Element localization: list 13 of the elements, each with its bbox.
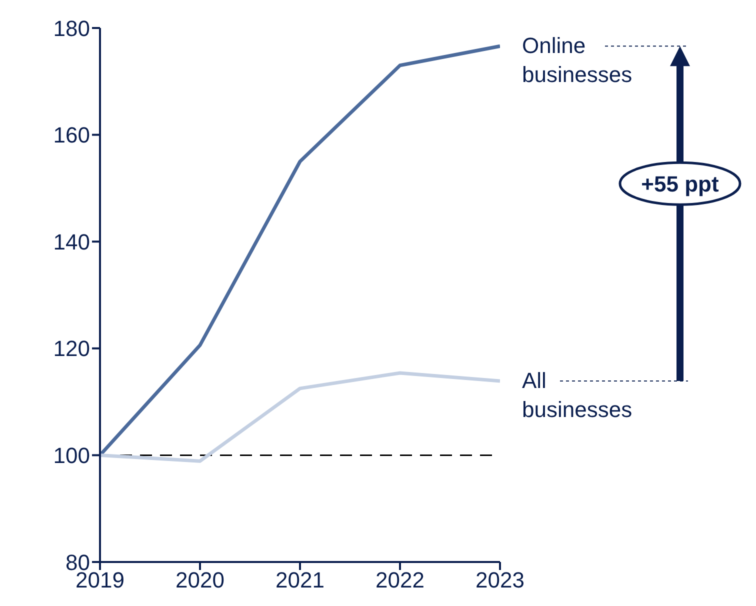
y-tick-label: 100 <box>53 443 90 468</box>
x-tick-label: 2020 <box>176 568 224 593</box>
series-label: All businesses <box>522 368 632 422</box>
y-tick-label: 120 <box>53 336 90 362</box>
line-series <box>100 371 500 463</box>
x-tick-label: 2022 <box>376 568 424 593</box>
x-tick-label: 2021 <box>276 568 324 593</box>
y-tick-label: 180 <box>53 16 90 41</box>
text: +55 ppt <box>641 172 720 197</box>
series-label: Online businesses <box>522 33 632 88</box>
y-tick-label: 140 <box>53 229 90 254</box>
y-tick-label: 160 <box>53 122 90 148</box>
x-tick-label: 2023 <box>476 568 524 593</box>
